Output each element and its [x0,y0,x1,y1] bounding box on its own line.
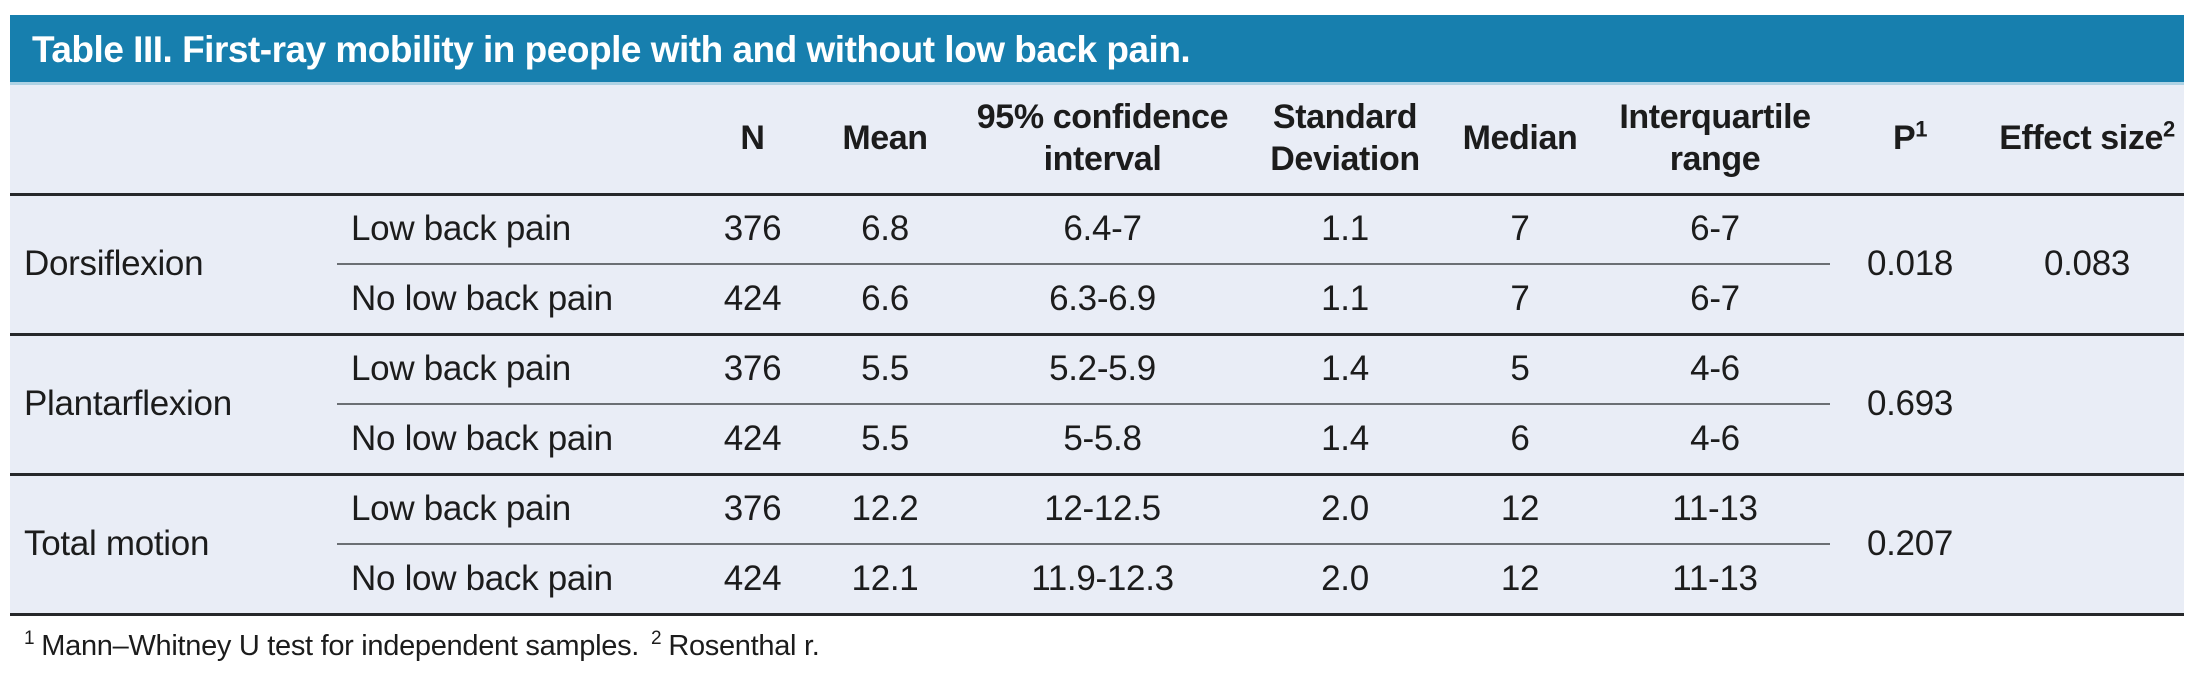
cell-p-value: 0.693 [1830,334,1990,476]
cell-interquartile-range: 4-6 [1600,334,1830,405]
row-label-plantarflexion: Plantarflexion [10,334,337,476]
cell-interquartile-range: 11-13 [1600,544,1830,616]
cell-mean: 6.8 [815,194,955,265]
table-figure: Table III. First-ray mobility in people … [10,15,2184,663]
condition-label: No low back pain [337,544,690,616]
table-title-bar: Table III. First-ray mobility in people … [10,15,2184,85]
header-condition-spacer [337,85,690,196]
cell-n: 424 [690,264,815,336]
cell-p-value: 0.207 [1830,474,1990,616]
cell-interquartile-range: 11-13 [1600,474,1830,545]
cell-mean: 5.5 [815,404,955,476]
table-row: No low back pain 424 6.6 6.3-6.9 1.1 7 6… [10,264,2184,336]
header-standard-deviation: Standard Deviation [1250,85,1440,196]
cell-effect-size: 0.083 [1990,194,2184,336]
cell-mean: 12.1 [815,544,955,616]
table-row: No low back pain 424 12.1 11.9-12.3 2.0 … [10,544,2184,616]
header-p: P1 [1830,85,1990,196]
cell-median: 12 [1440,474,1600,545]
condition-label: No low back pain [337,264,690,336]
header-rowlabel-spacer [10,85,337,196]
condition-label: Low back pain [337,334,690,405]
cell-mean: 5.5 [815,334,955,405]
header-p-superscript: 1 [1915,116,1928,142]
cell-n: 376 [690,474,815,545]
table-row: Dorsiflexion Low back pain 376 6.8 6.4-7… [10,194,2184,336]
table-row: No low back pain 424 5.5 5-5.8 1.4 6 4-6 [10,404,2184,476]
cell-confidence-interval: 6.3-6.9 [955,264,1250,336]
header-n: N [690,85,815,196]
cell-interquartile-range: 6-7 [1600,264,1830,336]
cell-n: 376 [690,334,815,405]
cell-mean: 6.6 [815,264,955,336]
cell-standard-deviation: 1.4 [1250,334,1440,405]
table-row: Plantarflexion Low back pain 376 5.5 5.2… [10,334,2184,476]
cell-standard-deviation: 1.1 [1250,194,1440,265]
row-label-total-motion: Total motion [10,474,337,616]
header-median: Median [1440,85,1600,196]
first-ray-mobility-table: N Mean 95% confidence interval Standard … [10,85,2184,616]
cell-median: 12 [1440,544,1600,616]
cell-n: 376 [690,194,815,265]
header-p-label: P [1892,119,1916,158]
condition-label: Low back pain [337,194,690,265]
header-interquartile-range: Interquartile range [1600,85,1830,196]
cell-n: 424 [690,544,815,616]
condition-label: No low back pain [337,404,690,476]
cell-confidence-interval: 12-12.5 [955,474,1250,545]
cell-standard-deviation: 1.4 [1250,404,1440,476]
cell-p-value: 0.018 [1830,194,1990,336]
cell-standard-deviation: 2.0 [1250,544,1440,616]
cell-median: 5 [1440,334,1600,405]
header-confidence-interval: 95% confidence interval [955,85,1250,196]
header-mean: Mean [815,85,955,196]
table-row: Total motion Low back pain 376 12.2 12-1… [10,474,2184,616]
header-effect-size-superscript: 2 [2162,116,2175,142]
footnote-text-1: Mann–Whitney U test for independent samp… [41,629,640,662]
cell-confidence-interval: 11.9-12.3 [955,544,1250,616]
footnote-superscript-1: 1 [24,627,35,649]
header-effect-size-label: Effect size [1999,119,2163,158]
cell-mean: 12.2 [815,474,955,545]
cell-confidence-interval: 5-5.8 [955,404,1250,476]
header-effect-size: Effect size2 [1990,85,2184,196]
cell-confidence-interval: 6.4-7 [955,194,1250,265]
cell-confidence-interval: 5.2-5.9 [955,334,1250,405]
cell-interquartile-range: 6-7 [1600,194,1830,265]
cell-interquartile-range: 4-6 [1600,404,1830,476]
cell-effect-size [1990,334,2184,476]
row-label-dorsiflexion: Dorsiflexion [10,194,337,336]
cell-n: 424 [690,404,815,476]
condition-label: Low back pain [337,474,690,545]
footnote-text-2: Rosenthal r. [668,629,820,662]
table-title: Table III. First-ray mobility in people … [32,29,1191,70]
cell-median: 7 [1440,194,1600,265]
cell-median: 7 [1440,264,1600,336]
cell-effect-size [1990,474,2184,616]
table-header: N Mean 95% confidence interval Standard … [10,85,2184,196]
footnote-superscript-2: 2 [651,627,662,649]
cell-standard-deviation: 1.1 [1250,264,1440,336]
table-footnote: 1 Mann–Whitney U test for independent sam… [10,627,2184,663]
cell-standard-deviation: 2.0 [1250,474,1440,545]
table-body: Dorsiflexion Low back pain 376 6.8 6.4-7… [10,194,2184,616]
cell-median: 6 [1440,404,1600,476]
header-row: N Mean 95% confidence interval Standard … [10,85,2184,196]
